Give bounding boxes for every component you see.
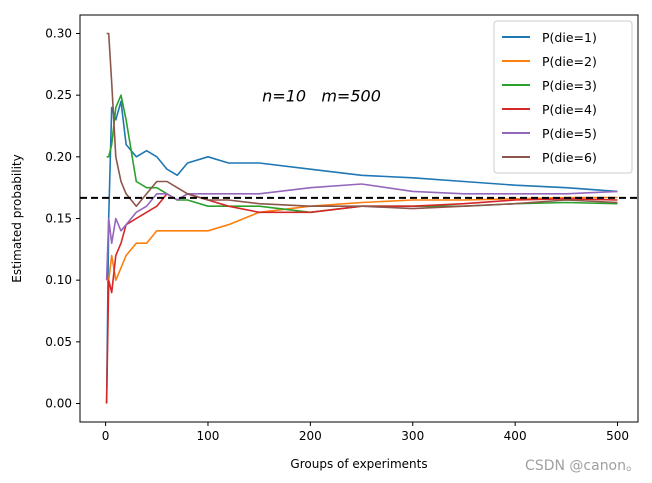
y-tick-label: 0.25 [45, 88, 72, 102]
y-tick-label: 0.10 [45, 273, 72, 287]
series-line-2 [106, 196, 618, 282]
legend-label-1: P(die=1) [542, 30, 597, 45]
y-tick-label: 0.00 [45, 397, 72, 411]
y-axis: 0.00 0.05 0.10 0.15 0.20 0.25 0.30 [45, 27, 80, 411]
legend-label-2: P(die=2) [542, 54, 597, 69]
watermark: CSDN @canon。 [525, 458, 640, 474]
x-tick-label: 0 [102, 429, 110, 443]
annotation-text: n=10 m=500 [262, 86, 381, 105]
x-tick-label: 300 [401, 429, 424, 443]
series-line-6 [106, 32, 618, 210]
x-axis-label: Groups of experiments [290, 457, 427, 471]
y-tick-label: 0.05 [45, 335, 72, 349]
x-tick-label: 500 [606, 429, 629, 443]
series-line-1 [105, 100, 618, 404]
legend-label-6: P(die=6) [542, 150, 597, 165]
y-tick-label: 0.30 [45, 27, 72, 41]
x-tick-label: 100 [197, 429, 220, 443]
y-tick-label: 0.20 [45, 150, 72, 164]
x-tick-label: 200 [299, 429, 322, 443]
x-tick-label: 400 [504, 429, 527, 443]
legend-box [493, 20, 633, 174]
series-line-3 [106, 94, 618, 214]
series-layer [105, 32, 618, 404]
x-axis: 0 100 200 300 400 500 [102, 422, 629, 443]
series-line-5 [105, 183, 618, 281]
legend: P(die=1) P(die=2) P(die=3) P(die=4) P(die=5)… [493, 20, 633, 174]
legend-label-5: P(die=5) [542, 126, 597, 141]
y-axis-label: Estimated probability [10, 154, 24, 282]
legend-label-3: P(die=3) [542, 78, 597, 93]
legend-label-4: P(die=4) [542, 102, 597, 117]
y-tick-label: 0.15 [45, 212, 72, 226]
